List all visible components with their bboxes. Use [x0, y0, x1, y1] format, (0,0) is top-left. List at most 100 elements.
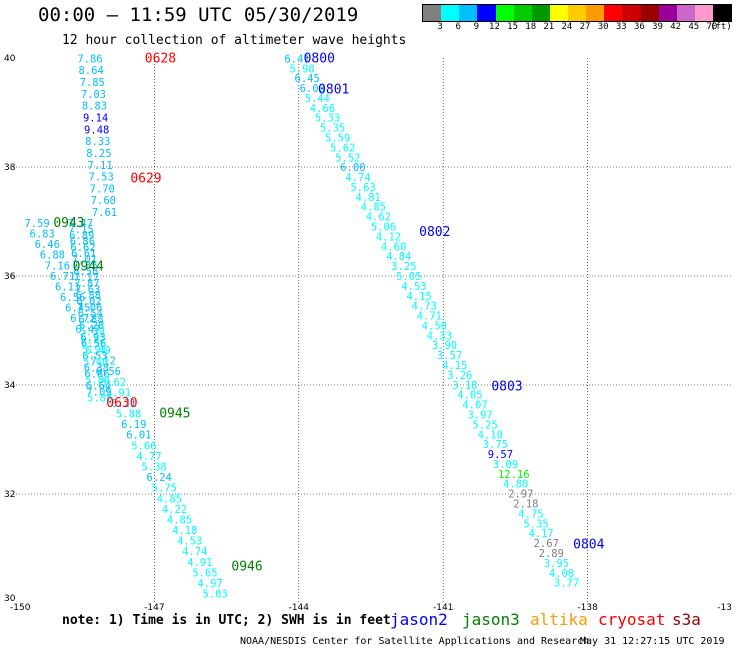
wave-height-value: 7.06: [77, 302, 102, 314]
colorbar-labels: 3 6 9 12 15 18 21 24 27 30 33 36 39 42 45 70 (ft): [422, 22, 732, 34]
footer-timestamp: May 31 12:27:15 UTC 2019: [580, 636, 725, 647]
wave-height-value: 4.08: [549, 568, 574, 580]
wave-height-value: 3.25: [391, 261, 416, 273]
colorbar-swatch: [658, 5, 677, 21]
wave-height-value: 5.62: [101, 377, 126, 389]
wave-height-value: 4.81: [356, 192, 381, 204]
colorbar-label: 9: [473, 22, 480, 32]
pass-time-label: 0944: [73, 260, 104, 275]
wave-height-value: 4.15: [442, 360, 467, 372]
colorbar-label: 30: [597, 22, 609, 32]
wave-height-value: 3.18: [452, 380, 477, 392]
y-tick-label: 38: [4, 163, 16, 173]
wave-height-value: 3.95: [544, 558, 569, 570]
y-tick-label: 30: [4, 594, 16, 604]
wave-height-value: 6.56: [96, 366, 121, 378]
wave-height-value: 4.07: [462, 400, 487, 412]
wave-height-value: 6.83: [30, 229, 55, 241]
colorbar-swatch: [713, 5, 732, 21]
wave-height-value: 4.53: [401, 281, 426, 293]
wave-height-value: 5.88: [116, 409, 141, 421]
pass-time-label: 0946: [231, 559, 262, 574]
wave-height-value: 6.62: [70, 242, 95, 254]
colorbar-swatch: [604, 5, 623, 21]
colorbar-swatch: [459, 5, 478, 21]
wave-height-value: 5.59: [325, 132, 350, 144]
wave-height-value: 6.64: [86, 380, 111, 392]
colorbar-label: 45: [688, 22, 700, 32]
wave-height-value: 6.86: [84, 368, 109, 380]
wave-height-value: 6.58: [73, 266, 98, 278]
wave-height-value: 7.15: [68, 224, 93, 236]
pass-time-label: 0945: [159, 407, 190, 422]
wave-height-value: 6.71: [50, 271, 75, 283]
colorbar-swatch: [513, 5, 532, 21]
wave-height-value: 7.01: [72, 254, 97, 266]
page-subtitle: 12 hour collection of altimeter wave hei…: [62, 33, 407, 48]
wave-height-value: 9.57: [488, 449, 513, 461]
colorbar-swatch: [423, 5, 442, 21]
colorbar-label: 21: [543, 22, 555, 32]
wave-height-value: 5.49: [86, 345, 111, 357]
wave-height-value: 6.11: [55, 281, 80, 293]
note-text: note: 1) Time is in UTC; 2) SWH is in fe…: [62, 613, 391, 628]
wave-height-value: 7.60: [91, 195, 116, 207]
wave-height-value: 5.52: [335, 152, 360, 164]
wave-height-value: 5.38: [141, 461, 166, 473]
colorbar-label: 27: [579, 22, 591, 32]
colorbar-swatch: [531, 5, 550, 21]
map-grid: [10, 58, 732, 603]
colorbar-label: 3: [437, 22, 443, 32]
wave-height-value: 5.98: [289, 63, 314, 75]
wave-height-colorbar: [422, 4, 732, 22]
wave-height-value: 5.62: [330, 142, 355, 154]
wave-height-value: 6.24: [147, 472, 172, 484]
wave-height-value: 8.64: [78, 65, 103, 77]
x-tick-label: -147: [144, 603, 164, 613]
colorbar-swatch: [477, 5, 496, 21]
pass-time-labels: 0628 0629 0630 0943 0944 0945 0946 0800 0801 0802…: [53, 51, 604, 574]
x-tick-label: -13: [717, 603, 732, 613]
wave-height-value: 8.83: [82, 101, 107, 113]
wave-height-value: 4.17: [528, 528, 553, 540]
wave-height-value: 7.59: [24, 218, 49, 230]
wave-height-value: 6.89: [69, 230, 94, 242]
colorbar-swatch: [622, 5, 641, 21]
wave-height-value: 6.88: [40, 250, 65, 262]
wave-height-value: 5.63: [350, 182, 375, 194]
wave-height-value: 4.71: [417, 311, 442, 323]
wave-height-value: 6.02: [76, 296, 101, 308]
wave-height-value: 5.40: [83, 356, 108, 368]
wave-height-value: 3.57: [437, 350, 462, 362]
wave-height-value: 5.84: [85, 374, 110, 386]
wave-height-value: 4.74: [345, 172, 370, 184]
legend-item-altika: altika: [530, 610, 588, 629]
legend-item-cryosat: cryosat: [598, 610, 666, 629]
wave-height-value: 4.73: [412, 301, 437, 313]
legend-item-jason3: jason3: [462, 610, 520, 629]
colorbar-label: 39: [652, 22, 663, 32]
footer-credit: NOAA/NESDIS Center for Satellite Applica…: [240, 636, 590, 647]
wave-height-value: 6.01: [126, 430, 151, 442]
wave-height-value: 4.50: [422, 320, 447, 332]
wave-height-value: 12.16: [498, 469, 530, 481]
y-tick-label: 34: [4, 381, 16, 391]
colorbar-swatch: [676, 5, 695, 21]
wave-height-value: 6.45: [65, 303, 90, 315]
wave-height-value: 5.91: [82, 344, 107, 356]
pass-time-label: 0804: [573, 538, 604, 553]
colorbar-swatch: [549, 5, 568, 21]
wave-height-value: 4.75: [518, 508, 543, 520]
wave-height-value: 7.87: [74, 278, 99, 290]
pass-time-label: 0629: [130, 171, 161, 186]
wave-height-value: 4.12: [376, 231, 401, 243]
wave-height-value: 5.03: [203, 589, 228, 601]
wave-height-value: 4.22: [162, 504, 187, 516]
wave-height-value: 5.25: [473, 419, 498, 431]
wave-height-value: 6.00: [340, 162, 365, 174]
colorbar-label: 36: [633, 22, 645, 32]
wave-height-value: 5.35: [523, 518, 548, 530]
wave-height-value: 6.46: [35, 239, 60, 251]
wave-height-value: 2.67: [534, 538, 559, 550]
wave-height-value: 6.54: [78, 308, 103, 320]
